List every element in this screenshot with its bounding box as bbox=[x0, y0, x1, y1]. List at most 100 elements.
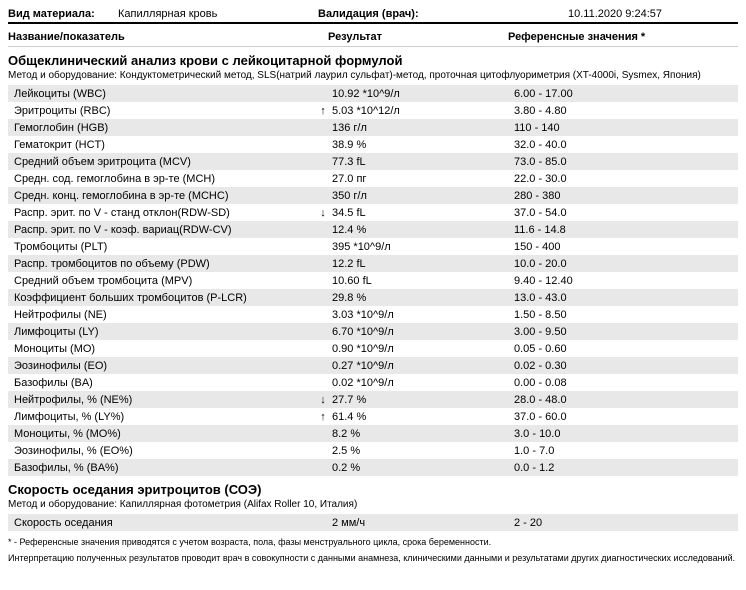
section1-rows: Лейкоциты (WBC)10.92 *10^9/л6.00 - 17.00… bbox=[8, 85, 738, 476]
cell-reference: 10.0 - 20.0 bbox=[514, 258, 738, 270]
table-row: Распр. эрит. по V - коэф. вариац(RDW-CV)… bbox=[8, 221, 738, 238]
cell-name: Средн. конц. гемоглобина в эр-те (MCHC) bbox=[8, 190, 314, 202]
cell-result: 61.4 % bbox=[332, 411, 514, 423]
validation-label: Валидация (врач): bbox=[318, 8, 448, 20]
cell-reference: 0.05 - 0.60 bbox=[514, 343, 738, 355]
cell-name: Моноциты, % (MO%) bbox=[8, 428, 314, 440]
cell-name: Распр. тромбоцитов по объему (PDW) bbox=[8, 258, 314, 270]
table-row: Базофилы (BA)0.02 *10^9/л0.00 - 0.08 bbox=[8, 374, 738, 391]
table-row: Гемоглобин (HGB) 136 г/л110 - 140 bbox=[8, 119, 738, 136]
cell-name: Эозинофилы (EO) bbox=[8, 360, 314, 372]
cell-result: 0.2 % bbox=[332, 462, 514, 474]
cell-result: 12.2 fL bbox=[332, 258, 514, 270]
cell-name: Тромбоциты (PLT) bbox=[8, 241, 314, 253]
material-label: Вид материала: bbox=[8, 8, 118, 20]
cell-result: 0.90 *10^9/л bbox=[332, 343, 514, 355]
cell-reference: 73.0 - 85.0 bbox=[514, 156, 738, 168]
cell-reference: 28.0 - 48.0 bbox=[514, 394, 738, 406]
cell-name: Средн. сод. гемоглобина в эр-те (MCH) bbox=[8, 173, 314, 185]
table-row: Тромбоциты (PLT) 395 *10^9/л150 - 400 bbox=[8, 238, 738, 255]
cell-result: 77.3 fL bbox=[332, 156, 514, 168]
table-row: Гематокрит (HCT) 38.9 %32.0 - 40.0 bbox=[8, 136, 738, 153]
cell-result: 2.5 % bbox=[332, 445, 514, 457]
table-row: Нейтрофилы (NE)3.03 *10^9/л1.50 - 8.50 bbox=[8, 306, 738, 323]
cell-reference: 3.00 - 9.50 bbox=[514, 326, 738, 338]
cell-reference: 0.02 - 0.30 bbox=[514, 360, 738, 372]
cell-result: 2 мм/ч bbox=[332, 517, 514, 529]
table-row: Эозинофилы (EO) 0.27 *10^9/л0.02 - 0.30 bbox=[8, 357, 738, 374]
footnotes: * - Референсные значения приводятся с уч… bbox=[8, 537, 738, 564]
table-row: Распр. эрит. по V - станд отклон(RDW-SD)… bbox=[8, 204, 738, 221]
table-row: Средний объем тромбоцита (MPV)10.60 fL9.… bbox=[8, 272, 738, 289]
arrow-icon: ↓ bbox=[314, 394, 332, 406]
cell-result: 3.03 *10^9/л bbox=[332, 309, 514, 321]
validation-datetime: 10.11.2020 9:24:57 bbox=[568, 8, 738, 20]
col-reference-header: Референсные значения * bbox=[508, 31, 738, 43]
section2-subtitle: Метод и оборудование: Капиллярная фотоме… bbox=[8, 499, 738, 514]
cell-reference: 0.00 - 0.08 bbox=[514, 377, 738, 389]
cell-name: Моноциты (MO) bbox=[8, 343, 314, 355]
footnote-reference: * - Референсные значения приводятся с уч… bbox=[8, 537, 738, 549]
table-row: Лимфоциты, % (LY%)↑61.4 %37.0 - 60.0 bbox=[8, 408, 738, 425]
footnote-interpretation: Интерпретацию полученных результатов про… bbox=[8, 553, 738, 565]
cell-reference: 32.0 - 40.0 bbox=[514, 139, 738, 151]
table-row: Средний объем эритроцита (MCV) 77.3 fL73.… bbox=[8, 153, 738, 170]
cell-reference: 13.0 - 43.0 bbox=[514, 292, 738, 304]
table-row: Эозинофилы, % (EO%)2.5 %1.0 - 7.0 bbox=[8, 442, 738, 459]
cell-result: 0.02 *10^9/л bbox=[332, 377, 514, 389]
cell-name: Лейкоциты (WBC) bbox=[8, 88, 314, 100]
cell-name: Средний объем эритроцита (MCV) bbox=[8, 156, 314, 168]
cell-reference: 2 - 20 bbox=[514, 517, 738, 529]
table-row: Средн. конц. гемоглобина в эр-те (MCHC) 3… bbox=[8, 187, 738, 204]
column-headers: Название/показатель Результат Референсны… bbox=[8, 28, 738, 47]
cell-name: Гемоглобин (HGB) bbox=[8, 122, 314, 134]
cell-name: Коэффициент больших тромбоцитов (P-LCR) bbox=[8, 292, 314, 304]
table-row: Лимфоциты (LY)6.70 *10^9/л3.00 - 9.50 bbox=[8, 323, 738, 340]
cell-name: Лимфоциты (LY) bbox=[8, 326, 314, 338]
section1-title: Общеклинический анализ крови с лейкоцита… bbox=[8, 47, 738, 70]
cell-name: Нейтрофилы, % (NE%) bbox=[8, 394, 314, 406]
cell-name: Базофилы, % (BA%) bbox=[8, 462, 314, 474]
cell-result: 12.4 % bbox=[332, 224, 514, 236]
table-row: Эритроциты (RBC)↑5.03 *10^12/л3.80 - 4.8… bbox=[8, 102, 738, 119]
header-bar: Вид материала: Капиллярная кровь Валидац… bbox=[8, 8, 738, 24]
cell-reference: 11.6 - 14.8 bbox=[514, 224, 738, 236]
cell-reference: 22.0 - 30.0 bbox=[514, 173, 738, 185]
cell-reference: 0.0 - 1.2 bbox=[514, 462, 738, 474]
cell-reference: 37.0 - 60.0 bbox=[514, 411, 738, 423]
cell-result: 395 *10^9/л bbox=[332, 241, 514, 253]
cell-result: 10.60 fL bbox=[332, 275, 514, 287]
cell-result: 136 г/л bbox=[332, 122, 514, 134]
cell-result: 0.27 *10^9/л bbox=[332, 360, 514, 372]
cell-name: Распр. эрит. по V - станд отклон(RDW-SD) bbox=[8, 207, 314, 219]
cell-result: 8.2 % bbox=[332, 428, 514, 440]
cell-name: Эритроциты (RBC) bbox=[8, 105, 314, 117]
col-name-header: Название/показатель bbox=[8, 31, 328, 43]
section1-subtitle: Метод и оборудование: Кондуктометрически… bbox=[8, 70, 738, 85]
cell-reference: 110 - 140 bbox=[514, 122, 738, 134]
cell-result: 38.9 % bbox=[332, 139, 514, 151]
cell-name: Распр. эрит. по V - коэф. вариац(RDW-CV) bbox=[8, 224, 314, 236]
material-value: Капиллярная кровь bbox=[118, 8, 318, 20]
cell-reference: 9.40 - 12.40 bbox=[514, 275, 738, 287]
cell-reference: 150 - 400 bbox=[514, 241, 738, 253]
table-row: Средн. сод. гемоглобина в эр-те (MCH)27.… bbox=[8, 170, 738, 187]
cell-reference: 37.0 - 54.0 bbox=[514, 207, 738, 219]
cell-result: 5.03 *10^12/л bbox=[332, 105, 514, 117]
cell-reference: 3.80 - 4.80 bbox=[514, 105, 738, 117]
cell-result: 34.5 fL bbox=[332, 207, 514, 219]
table-row: Моноциты (MO) 0.90 *10^9/л0.05 - 0.60 bbox=[8, 340, 738, 357]
cell-name: Гематокрит (HCT) bbox=[8, 139, 314, 151]
col-result-header: Результат bbox=[328, 31, 508, 43]
arrow-icon: ↑ bbox=[314, 105, 332, 117]
cell-result: 27.7 % bbox=[332, 394, 514, 406]
table-row: Лейкоциты (WBC)10.92 *10^9/л6.00 - 17.00 bbox=[8, 85, 738, 102]
arrow-icon: ↓ bbox=[314, 207, 332, 219]
cell-reference: 3.0 - 10.0 bbox=[514, 428, 738, 440]
cell-reference: 280 - 380 bbox=[514, 190, 738, 202]
table-row: Моноциты, % (MO%) 8.2 %3.0 - 10.0 bbox=[8, 425, 738, 442]
cell-name: Нейтрофилы (NE) bbox=[8, 309, 314, 321]
cell-result: 10.92 *10^9/л bbox=[332, 88, 514, 100]
cell-result: 350 г/л bbox=[332, 190, 514, 202]
table-row: Распр. тромбоцитов по объему (PDW) 12.2 f… bbox=[8, 255, 738, 272]
